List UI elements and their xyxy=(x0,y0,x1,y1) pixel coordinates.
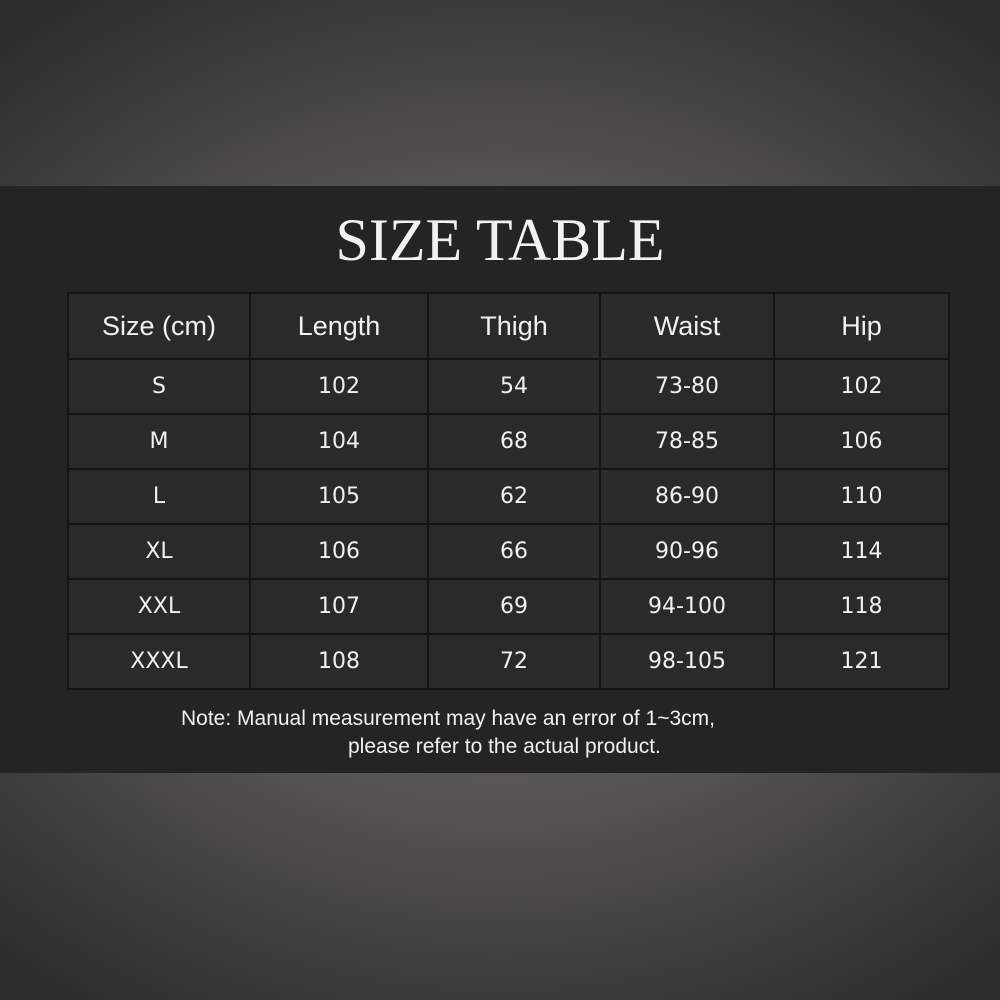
header-waist: Waist xyxy=(599,292,775,360)
page-title: SIZE TABLE xyxy=(335,207,665,273)
cell-size: XXXL xyxy=(67,633,251,690)
table-row: XL 106 66 90-96 114 xyxy=(67,523,950,580)
note-line-1: Note: Manual measurement may have an err… xyxy=(181,707,716,730)
cell-hip: 106 xyxy=(773,413,950,470)
table-row: XXXL 108 72 98-105 121 xyxy=(67,633,950,690)
cell-size: M xyxy=(67,413,251,470)
table-row: L 105 62 86-90 110 xyxy=(67,468,950,525)
size-table: Size (cm) Length Thigh Waist Hip S 102 54 7… xyxy=(67,292,950,690)
cell-waist: 94-100 xyxy=(599,578,775,635)
header-thigh: Thigh xyxy=(427,292,601,360)
cell-length: 108 xyxy=(249,633,429,690)
cell-waist: 90-96 xyxy=(599,523,775,580)
cell-hip: 114 xyxy=(773,523,950,580)
cell-thigh: 69 xyxy=(427,578,601,635)
header-length: Length xyxy=(249,292,429,360)
cell-waist: 78-85 xyxy=(599,413,775,470)
cell-waist: 98-105 xyxy=(599,633,775,690)
table-row: S 102 54 73-80 102 xyxy=(67,358,950,415)
cell-length: 102 xyxy=(249,358,429,415)
cell-length: 106 xyxy=(249,523,429,580)
cell-thigh: 66 xyxy=(427,523,601,580)
cell-size: S xyxy=(67,358,251,415)
header-hip: Hip xyxy=(773,292,950,360)
cell-waist: 86-90 xyxy=(599,468,775,525)
cell-length: 107 xyxy=(249,578,429,635)
cell-hip: 110 xyxy=(773,468,950,525)
cell-thigh: 54 xyxy=(427,358,601,415)
cell-hip: 102 xyxy=(773,358,950,415)
cell-size: XL xyxy=(67,523,251,580)
cell-size: XXL xyxy=(67,578,251,635)
cell-waist: 73-80 xyxy=(599,358,775,415)
header-size: Size (cm) xyxy=(67,292,251,360)
cell-hip: 121 xyxy=(773,633,950,690)
note-line-2: please refer to the actual product. xyxy=(348,735,661,758)
cell-length: 104 xyxy=(249,413,429,470)
cell-size: L xyxy=(67,468,251,525)
table-row: XXL 107 69 94-100 118 xyxy=(67,578,950,635)
table-row: M 104 68 78-85 106 xyxy=(67,413,950,470)
cell-thigh: 68 xyxy=(427,413,601,470)
cell-hip: 118 xyxy=(773,578,950,635)
cell-thigh: 72 xyxy=(427,633,601,690)
cell-length: 105 xyxy=(249,468,429,525)
cell-thigh: 62 xyxy=(427,468,601,525)
table-header-row: Size (cm) Length Thigh Waist Hip xyxy=(67,292,950,360)
